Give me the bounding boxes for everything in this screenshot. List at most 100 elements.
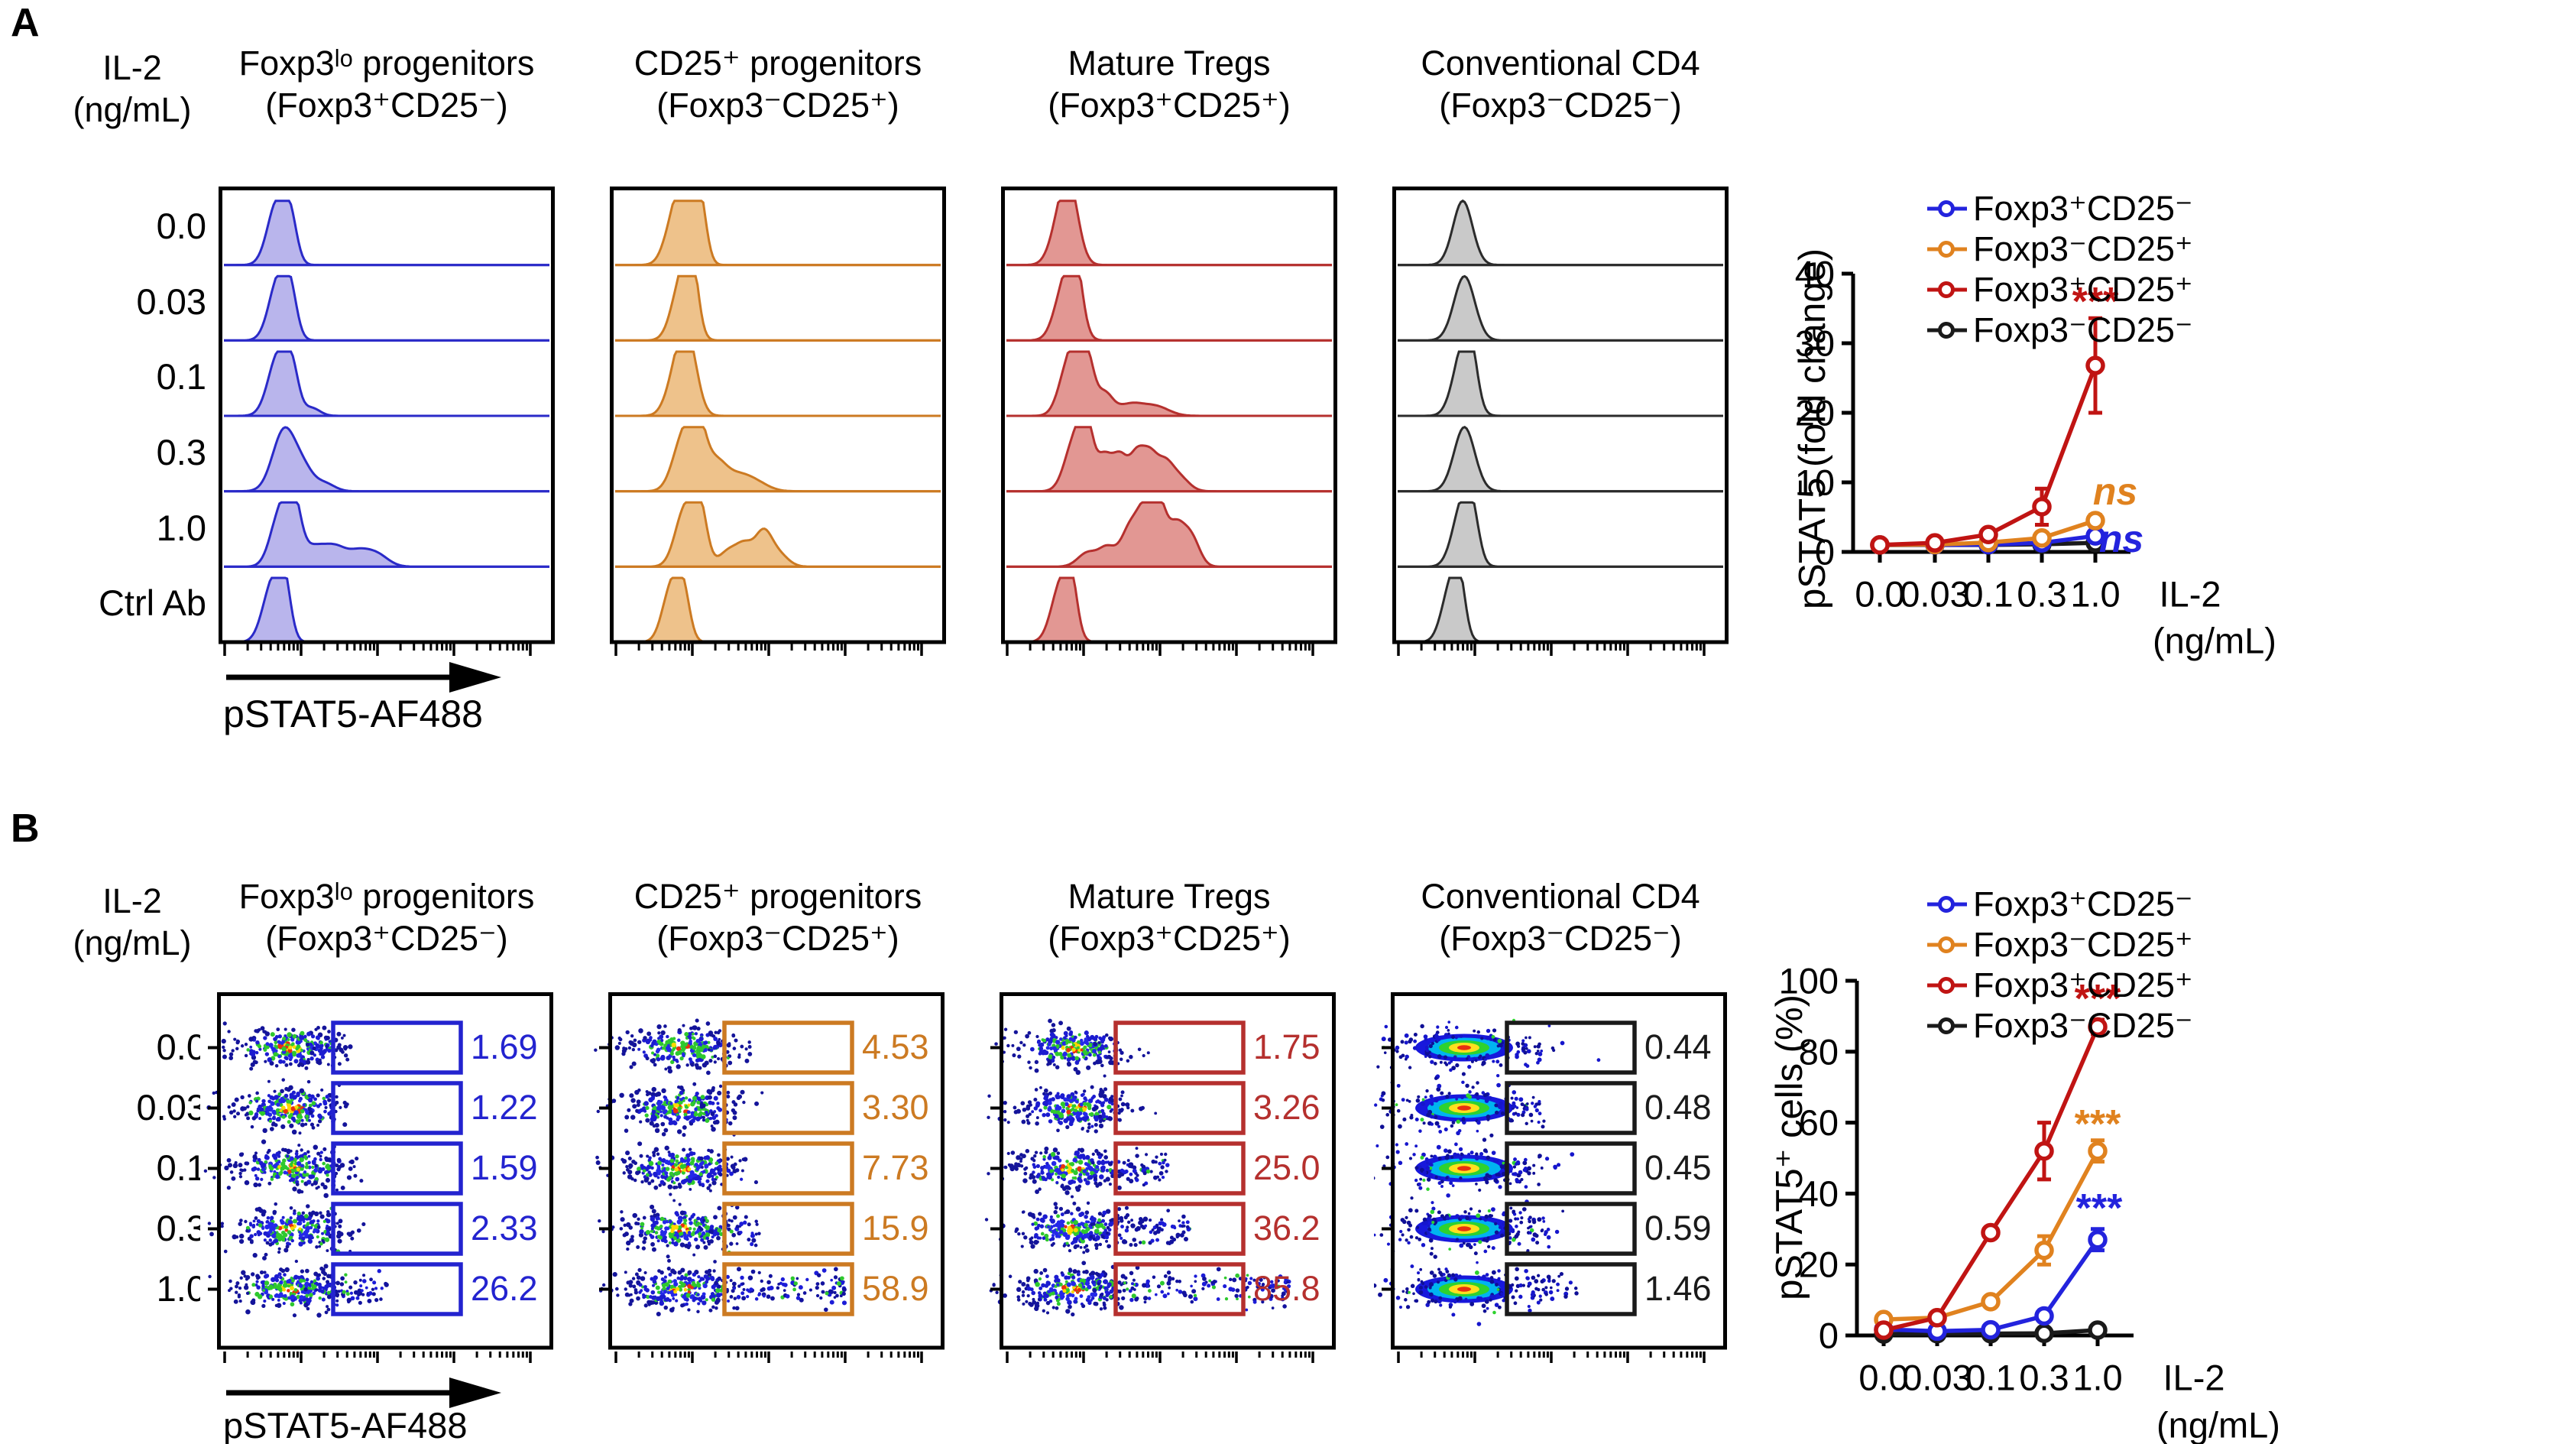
legend-marker-icon [1927, 200, 1967, 217]
panel-a-row-label-5: Ctrl Ab [98, 582, 206, 623]
panel-a-il2-header: IL-2 (ng/mL) [21, 47, 243, 131]
col-title-line2: (Foxp3⁻CD25⁻) [1439, 918, 1682, 958]
panel-a-row-label-3: 0.3 [156, 432, 206, 472]
gate-value: 4.53 [862, 1027, 929, 1066]
legend-label: Foxp3⁺CD25⁺ [1973, 270, 2193, 309]
gate-value: 0.59 [1644, 1209, 1712, 1248]
panel-b-x-axis-label: pSTAT5-AF488 [223, 1405, 468, 1444]
svg-text:ns: ns [2093, 470, 2137, 513]
panel-a-row-label-2: 0.1 [156, 356, 206, 397]
panel-b-chart-legend: Foxp3⁺CD25⁻ Foxp3⁻CD25⁺ Foxp3⁺CD25⁺ Foxp… [1926, 884, 2193, 1046]
svg-text:***: *** [2072, 280, 2119, 324]
svg-text:0.0: 0.0 [1855, 574, 1904, 615]
legend-item: Foxp3⁺CD25⁺ [1926, 269, 2193, 310]
panel-a-col-title-0: Foxp3ˡᵒ progenitors (Foxp3⁺CD25⁻) [188, 43, 585, 127]
panel-b-dotplot-col-0 [200, 992, 559, 1374]
gate-value: 85.8 [1253, 1269, 1320, 1308]
legend-marker-icon [1927, 936, 1967, 953]
panel-b-values-col-3: 0.44 0.48 0.45 0.59 1.46 [1392, 994, 1744, 1349]
legend-label: Foxp3⁺CD25⁻ [1973, 884, 2193, 923]
legend-marker-icon [1927, 240, 1967, 258]
legend-marker-icon [1927, 976, 1967, 994]
svg-text:IL-2: IL-2 [2160, 574, 2221, 615]
panel-b-col-title-0: Foxp3ˡᵒ progenitors (Foxp3⁺CD25⁻) [188, 876, 585, 960]
svg-text:ns: ns [2099, 518, 2143, 560]
gate-value: 0.45 [1644, 1148, 1712, 1187]
col-title-line2: (Foxp3⁻CD25⁺) [656, 85, 899, 125]
panel-b-row-label-1: 0.03 [136, 1087, 206, 1128]
legend-marker-icon [1927, 1017, 1967, 1034]
panel-a-histogram-col-1 [610, 187, 946, 660]
panel-a-col-title-3: Conventional CD4 (Foxp3⁻CD25⁻) [1362, 43, 1759, 127]
panel-b-col-title-3: Conventional CD4 (Foxp3⁻CD25⁻) [1362, 876, 1759, 960]
gate-value: 26.2 [471, 1269, 538, 1308]
panel-a-chart-y-label: pSTAT5 (fold change) [1792, 248, 1833, 610]
gate-value: 1.22 [471, 1088, 538, 1127]
svg-text:0: 0 [1815, 532, 1835, 573]
col-title-line2: (Foxp3⁺CD25⁺) [1048, 85, 1291, 125]
gate-value: 58.9 [862, 1269, 929, 1308]
x-axis-arrow-a [226, 662, 501, 693]
panel-a-col-title-2: Mature Tregs (Foxp3⁺CD25⁺) [970, 43, 1368, 127]
panel-a-histogram-col-0 [219, 187, 555, 660]
panel-b-values-col-2: 1.75 3.26 25.0 36.2 85.8 [1001, 994, 1353, 1349]
svg-text:0.1: 0.1 [1963, 574, 2013, 615]
col-title-line1: Foxp3ˡᵒ progenitors [238, 877, 535, 916]
panel-a-label: A [11, 1, 40, 45]
panel-a-chart-legend: Foxp3⁺CD25⁻ Foxp3⁻CD25⁺ Foxp3⁺CD25⁺ Foxp… [1926, 188, 2193, 350]
panel-b-row-label-3: 0.3 [156, 1208, 206, 1248]
legend-label: Foxp3⁻CD25⁻ [1973, 1006, 2193, 1045]
gate-value: 1.69 [471, 1027, 538, 1066]
panel-a-row-label-4: 1.0 [156, 508, 206, 548]
panel-b-values-col-0: 1.69 1.22 1.59 2.33 26.2 [219, 994, 570, 1349]
gate-value: 0.44 [1644, 1027, 1712, 1066]
gate-value: 7.73 [862, 1148, 929, 1187]
panel-a-histogram-col-3 [1392, 187, 1729, 660]
legend-marker-icon [1927, 321, 1967, 339]
col-title-line2: (Foxp3⁺CD25⁺) [1048, 918, 1291, 958]
legend-label: Foxp3⁻CD25⁺ [1973, 925, 2193, 964]
panel-a-x-axis-label: pSTAT5-AF488 [223, 693, 483, 735]
legend-marker-icon [1927, 281, 1967, 298]
gate-value: 25.0 [1253, 1148, 1320, 1187]
panel-b-row-label-4: 1.0 [156, 1268, 206, 1309]
legend-item: Foxp3⁻CD25⁻ [1926, 310, 2193, 350]
svg-text:20: 20 [1795, 393, 1835, 433]
panel-b-dotplot-col-1 [591, 992, 951, 1374]
gate-value: 3.30 [862, 1088, 929, 1127]
gate-value: 15.9 [862, 1209, 929, 1248]
svg-text:30: 30 [1795, 323, 1835, 364]
x-axis-arrow-b [226, 1377, 501, 1408]
svg-text:0.03: 0.03 [1900, 574, 1969, 615]
panel-b-chart-y-label: pSTAT5⁺ cells (%) [1769, 995, 1810, 1300]
panel-a-line-chart: 0 10 20 30 40 0.00.030.1 0.3 1.0 IL-2 (ng/mL) *** n… [1795, 254, 2276, 661]
col-title-line1: CD25⁺ progenitors [633, 877, 922, 916]
panel-b-label: B [11, 806, 40, 851]
svg-text:0.3: 0.3 [2017, 574, 2066, 615]
gate-value: 2.33 [471, 1209, 538, 1248]
col-title-line1: Conventional CD4 [1421, 877, 1700, 916]
panel-a-col-title-1: CD25⁺ progenitors (Foxp3⁻CD25⁺) [579, 43, 977, 127]
legend-item: Foxp3⁻CD25⁺ [1926, 229, 2193, 269]
legend-item: Foxp3⁺CD25⁻ [1926, 884, 2193, 924]
svg-text:(ng/mL): (ng/mL) [2153, 621, 2276, 661]
gate-value: 1.59 [471, 1148, 538, 1187]
col-title-line2: (Foxp3⁻CD25⁻) [1439, 85, 1682, 125]
panel-b-row-label-2: 0.1 [156, 1147, 206, 1188]
panel-b-row-label-0: 0.0 [156, 1027, 206, 1067]
svg-text:1.0: 1.0 [2070, 574, 2120, 615]
legend-label: Foxp3⁺CD25⁻ [1973, 189, 2193, 228]
legend-label: Foxp3⁺CD25⁺ [1973, 965, 2193, 1004]
legend-marker-icon [1927, 895, 1967, 913]
legend-item: Foxp3⁻CD25⁻ [1926, 1005, 2193, 1046]
col-title-line1: Mature Tregs [1068, 877, 1271, 916]
legend-item: Foxp3⁺CD25⁺ [1926, 965, 2193, 1005]
col-title-line2: (Foxp3⁺CD25⁻) [265, 85, 508, 125]
panel-a-histogram-col-2 [1001, 187, 1337, 660]
panel-a-row-label-0: 0.0 [156, 206, 206, 246]
legend-item: Foxp3⁺CD25⁻ [1926, 188, 2193, 229]
col-title-line1: Foxp3ˡᵒ progenitors [238, 44, 535, 83]
svg-text:40: 40 [1795, 254, 1835, 294]
